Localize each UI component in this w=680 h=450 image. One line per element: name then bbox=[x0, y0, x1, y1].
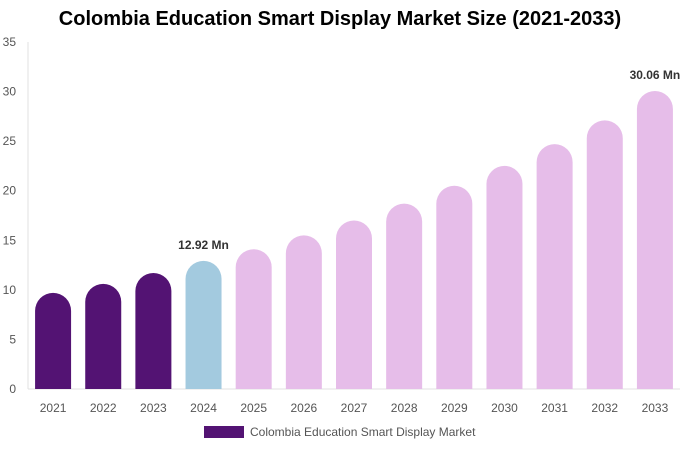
x-tick-label: 2030 bbox=[491, 401, 518, 415]
legend-label: Colombia Education Smart Display Market bbox=[250, 425, 476, 439]
y-tick-label: 10 bbox=[3, 283, 17, 297]
y-tick-label: 15 bbox=[3, 233, 17, 247]
bar-2023 bbox=[135, 273, 172, 389]
x-tick-label: 2031 bbox=[541, 401, 568, 415]
bar-2033 bbox=[636, 90, 673, 390]
legend-swatch bbox=[204, 426, 244, 438]
bar-2030 bbox=[486, 165, 523, 389]
y-tick-label: 25 bbox=[3, 134, 17, 148]
bar-2024 bbox=[185, 260, 222, 389]
x-tick-label: 2033 bbox=[642, 401, 669, 415]
bar-2027 bbox=[336, 220, 372, 389]
y-tick-label: 5 bbox=[9, 332, 16, 346]
x-tick-label: 2021 bbox=[40, 401, 67, 415]
x-tick-label: 2028 bbox=[391, 401, 418, 415]
bar-2022 bbox=[85, 283, 122, 389]
bar-2031 bbox=[536, 144, 573, 389]
data-label: 30.06 Mn bbox=[630, 68, 680, 82]
x-tick-label: 2029 bbox=[441, 401, 468, 415]
x-tick-label: 2022 bbox=[90, 401, 117, 415]
x-tick-label: 2023 bbox=[140, 401, 167, 415]
x-tick-label: 2025 bbox=[240, 401, 267, 415]
legend: Colombia Education Smart Display Market bbox=[204, 425, 475, 439]
x-tick-label: 2026 bbox=[290, 401, 317, 415]
x-tick-label: 2027 bbox=[341, 401, 368, 415]
x-tick-label: 2032 bbox=[591, 401, 618, 415]
chart-title: Colombia Education Smart Display Market … bbox=[58, 8, 622, 30]
bar-2021 bbox=[35, 292, 72, 389]
bar-2028 bbox=[386, 203, 423, 389]
bar-2029 bbox=[436, 185, 473, 389]
bar-2032 bbox=[586, 120, 623, 389]
y-tick-label: 30 bbox=[3, 85, 17, 99]
y-tick-label: 20 bbox=[3, 184, 17, 198]
bar-2026 bbox=[285, 235, 322, 389]
data-label: 12.92 Mn bbox=[178, 238, 229, 252]
y-tick-label: 0 bbox=[9, 382, 16, 396]
y-tick-label: 35 bbox=[3, 35, 17, 49]
bar-2025 bbox=[235, 249, 272, 389]
x-tick-label: 2024 bbox=[190, 401, 217, 415]
